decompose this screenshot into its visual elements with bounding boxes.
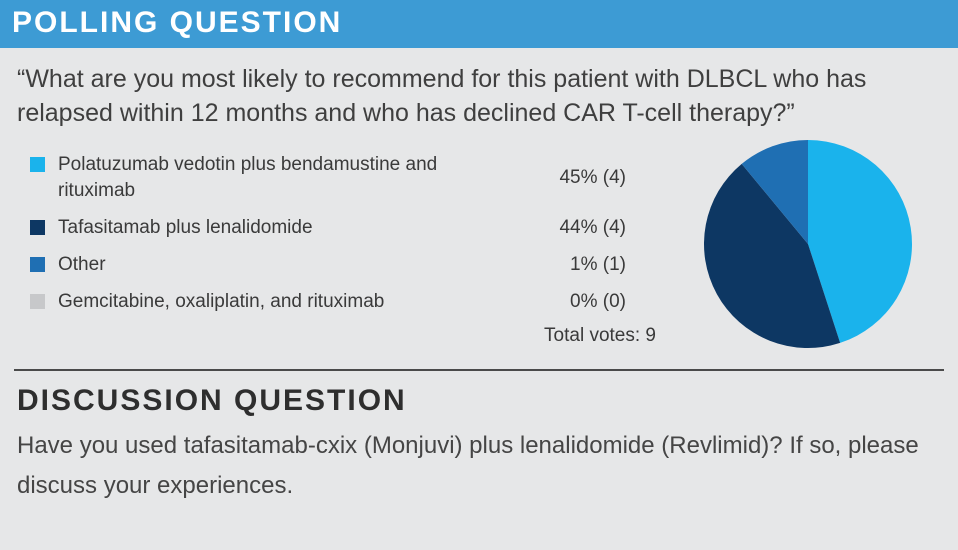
polling-header-bar: POLLING QUESTION	[0, 0, 958, 48]
total-votes: Total votes: 9	[544, 325, 656, 346]
section-divider	[14, 369, 944, 371]
legend-swatch	[30, 294, 45, 309]
legend-swatch	[30, 157, 45, 172]
pie-slice	[808, 140, 913, 343]
legend-value: 44% (4)	[559, 217, 626, 238]
pie-slice	[704, 163, 841, 349]
legend-value: 45% (4)	[559, 167, 626, 188]
discussion-title: DISCUSSION QUESTION	[17, 384, 407, 417]
legend-value: 1% (1)	[570, 254, 626, 275]
legend-label: Tafasitamab plus lenalidomide	[58, 217, 313, 238]
chart-legend: Polatuzumab vedotin plus bendamustine an…	[0, 0, 700, 360]
legend-label: Other	[58, 254, 106, 275]
polling-title: POLLING QUESTION	[12, 6, 343, 39]
legend-label: Gemcitabine, oxaliplatin, and rituximab	[58, 291, 385, 312]
legend-value: 0% (0)	[570, 291, 626, 312]
poll-question: “What are you most likely to recommend f…	[17, 65, 867, 127]
discussion-text: Have you used tafasitamab-cxix (Monjuvi)…	[17, 432, 919, 499]
legend-label: Polatuzumab vedotin plus bendamustine an…	[58, 154, 438, 201]
legend-swatch	[30, 257, 45, 272]
pie-chart	[704, 140, 913, 349]
pie-slice	[741, 140, 808, 244]
legend-swatch	[30, 220, 45, 235]
